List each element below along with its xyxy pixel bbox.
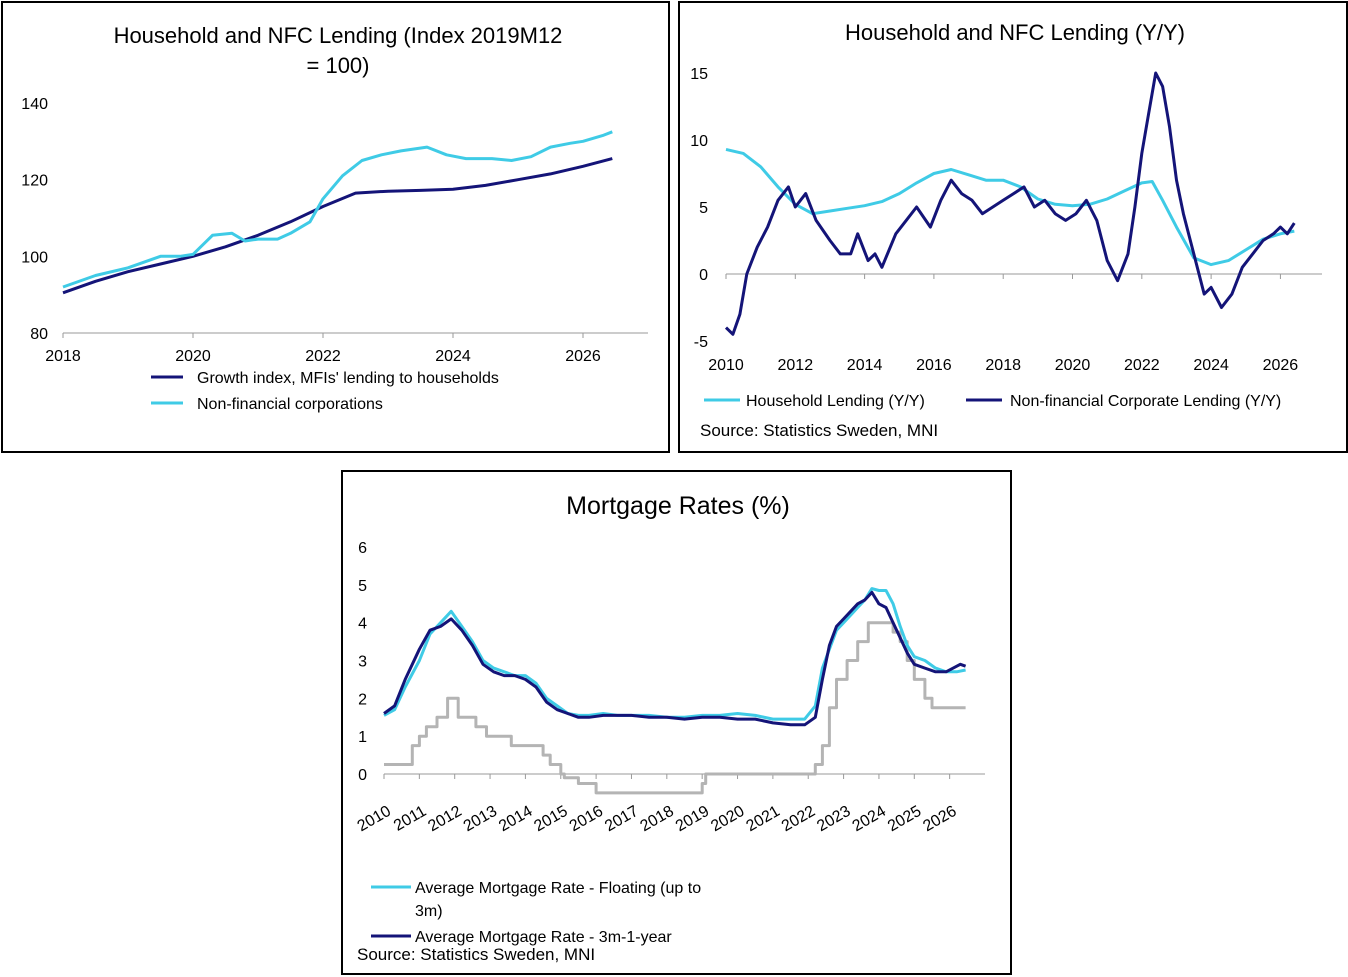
series-line-policy-rate [384, 621, 966, 795]
x-tick-label: 2021 [744, 803, 783, 836]
series-line-average-mortgage-rate-3m-1-year [383, 590, 967, 727]
y-tick-label: 15 [690, 66, 708, 83]
x-tick-label: 2022 [779, 803, 818, 836]
x-tick-label: 2012 [425, 803, 464, 836]
y-tick-label: 4 [358, 616, 367, 633]
chart-title-line2: = 100) [307, 53, 370, 78]
x-tick-label: 2010 [708, 357, 744, 374]
y-tick-label: 10 [690, 133, 708, 150]
legend-label-household: Household Lending (Y/Y) [746, 393, 925, 410]
x-tick-label: 2015 [531, 803, 570, 836]
chart-title-line1: Household and NFC Lending (Index 2019M12 [114, 23, 563, 48]
y-tick-label: 120 [21, 173, 48, 190]
y-tick-label: 2 [358, 691, 367, 708]
x-tick-label: 2020 [175, 348, 211, 365]
series-line-growth-index-mfis-lending-to-households [62, 157, 613, 295]
y-tick-label: 1 [358, 729, 367, 746]
legend-label-nfc: Non-financial corporations [197, 396, 383, 413]
x-tick-label: 2013 [461, 803, 500, 836]
x-tick-label: 2020 [708, 803, 747, 836]
x-tick-label: 2019 [673, 803, 712, 836]
x-tick-label: 2020 [1055, 357, 1091, 374]
y-tick-label: 140 [21, 96, 48, 113]
x-tick-label: 2014 [847, 357, 883, 374]
series-line-average-mortgage-rate-floating-up-to-3m [383, 587, 966, 721]
x-tick-label: 2016 [916, 357, 952, 374]
mortgage-rates-panel: Mortgage Rates (%) 0 1 2 3 4 5 6 2010 2011 2012 20… [341, 470, 1012, 975]
x-tick-label: 2025 [885, 803, 924, 836]
y-tick-label: 6 [358, 540, 367, 557]
legend-label-floating-line2: 3m) [415, 903, 443, 920]
x-tick-label: 2024 [1193, 357, 1229, 374]
y-tick-label: 100 [21, 249, 48, 266]
x-tick-label: 2018 [985, 357, 1021, 374]
series-line-household-lending-y-y [725, 147, 1295, 267]
x-tick-label: 2012 [778, 357, 814, 374]
chart-title: Household and NFC Lending (Y/Y) [845, 20, 1185, 45]
mortgage-rates-chart: Mortgage Rates (%) 012345620102011201220… [355, 492, 985, 964]
source-note: Source: Statistics Sweden, MNI [357, 945, 595, 964]
x-tick-label: 2022 [1124, 357, 1160, 374]
x-tick-label: 2018 [637, 803, 676, 836]
x-tick-label: 2017 [602, 803, 641, 836]
legend-label-households: Growth index, MFIs' lending to household… [197, 370, 499, 387]
x-tick-label: 2010 [355, 803, 394, 836]
y-tick-label: 0 [358, 767, 367, 784]
series-line-non-financial-corporate-lending-y-y [724, 71, 1296, 336]
household-nfc-yy-chart: Household and NFC Lending (Y/Y) -5 0 5 10 15… [690, 20, 1322, 440]
chart-title: Mortgage Rates (%) [566, 492, 790, 520]
x-tick-label: 2026 [920, 803, 959, 836]
y-tick-label: -5 [694, 334, 708, 351]
x-tick-label: 2023 [814, 803, 853, 836]
y-tick-label: 3 [358, 654, 367, 671]
household-nfc-index-panel: Household and NFC Lending (Index 2019M12… [1, 1, 670, 453]
x-tick-label: 2022 [305, 348, 341, 365]
x-tick-label: 2026 [1263, 357, 1299, 374]
x-tick-label: 2014 [496, 803, 535, 836]
x-tick-label: 2011 [391, 803, 429, 835]
y-tick-label: 5 [358, 578, 367, 595]
x-tick-label: 2024 [435, 348, 471, 365]
x-tick-label: 2024 [850, 803, 889, 836]
household-nfc-yy-panel: Household and NFC Lending (Y/Y) -5 0 5 10 15… [678, 1, 1348, 453]
y-tick-label: 80 [30, 326, 48, 343]
legend-label-3m-1y: Average Mortgage Rate - 3m-1-year [415, 929, 672, 946]
legend-label-nfc: Non-financial Corporate Lending (Y/Y) [1010, 393, 1281, 410]
source-note: Source: Statistics Sweden, MNI [700, 421, 938, 440]
y-tick-label: 0 [699, 267, 708, 284]
series-line-non-financial-corporations [62, 130, 613, 289]
x-tick-label: 2026 [565, 348, 601, 365]
x-tick-label: 2016 [567, 803, 606, 836]
household-nfc-index-chart: Household and NFC Lending (Index 2019M12… [21, 23, 648, 413]
y-tick-label: 5 [699, 200, 708, 217]
x-tick-label: 2018 [45, 348, 81, 365]
legend-label-floating-line1: Average Mortgage Rate - Floating (up to [415, 880, 701, 897]
